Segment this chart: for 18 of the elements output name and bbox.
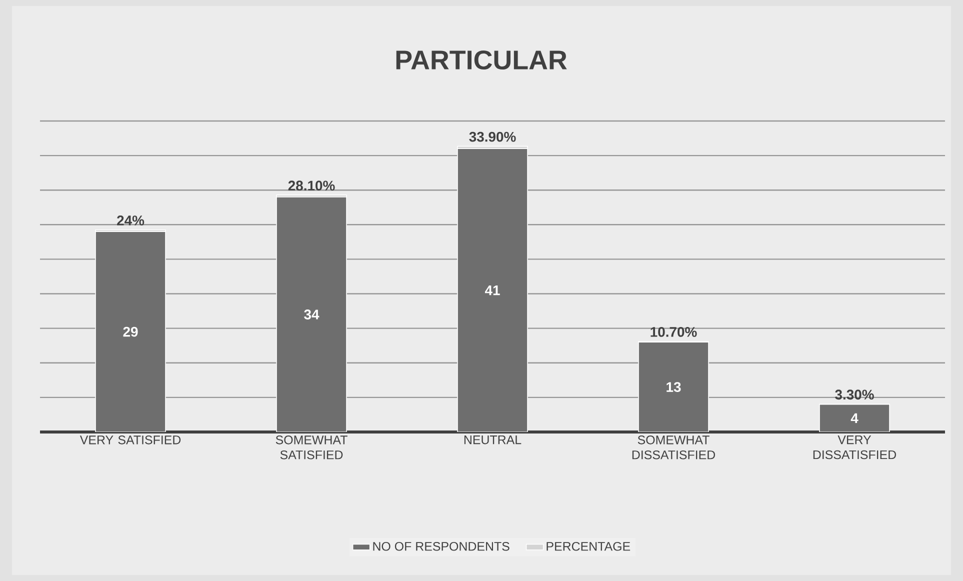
x-tick-label: SOMEWHAT SATISFIED [276, 436, 348, 460]
chart-title: PARTICULAR [396, 50, 567, 70]
data-label: 28.10% [288, 180, 335, 191]
data-label: 13 [666, 382, 681, 392]
x-tick-label: VERY SATISFIED [80, 436, 181, 444]
x-tick-label: SOMEWHAT DISSATISFIED [632, 436, 716, 460]
data-label: 41 [484, 286, 500, 296]
legend-label: PERCENTAGE [546, 542, 630, 551]
data-label: 10.70% [650, 326, 697, 337]
data-label: 3.30% [835, 390, 874, 400]
data-label: 24% [117, 216, 144, 226]
data-label: 33.90% [469, 132, 516, 142]
data-label: 29 [123, 326, 138, 337]
legend-label: NO OF RESPONDENTS [373, 542, 510, 551]
x-tick-label: VERY DISSATISFIED [813, 436, 896, 460]
x-tick-label: NEUTRAL [464, 436, 522, 444]
data-label: 4 [850, 413, 858, 423]
data-label: 34 [304, 310, 320, 320]
